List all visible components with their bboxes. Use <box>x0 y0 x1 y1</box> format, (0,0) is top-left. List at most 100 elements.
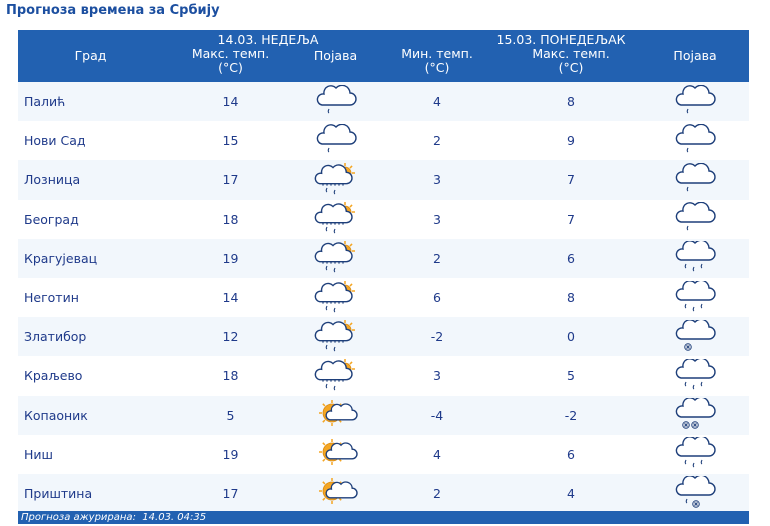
table-row: Београд 18 3 7 <box>18 199 750 239</box>
city-name: Нови Сад <box>18 121 163 161</box>
city-name: Неготин <box>18 277 163 318</box>
table-row: Лозница 17 3 7 <box>18 160 750 200</box>
table-row: Нови Сад 15 2 9 <box>18 121 750 161</box>
page-title: Прогноза времена за Србију <box>6 3 220 18</box>
col-icon1-header: Појава <box>298 47 374 82</box>
cloud-rain-icon <box>673 241 717 275</box>
weather-day2-cell <box>641 356 750 396</box>
max-temp-day2: 6 <box>501 434 642 474</box>
weather-day1-cell <box>298 317 374 357</box>
max-temp-day1: 19 <box>163 238 298 278</box>
city-name: Краљево <box>18 356 163 396</box>
max-temp-day2: 6 <box>501 238 642 278</box>
cloud-drizzle-icon <box>314 123 358 158</box>
weather-day1-cell <box>298 473 374 514</box>
table-row: Златибор 12 -2 0 <box>18 317 750 357</box>
table-row: Ниш 19 4 6 <box>18 434 750 474</box>
weather-day1-cell <box>298 238 374 278</box>
col-city-header: Град <box>18 47 163 82</box>
max-temp-day1: 17 <box>163 473 298 514</box>
weather-day2-cell <box>641 199 750 239</box>
sun-cloud-icon <box>314 476 358 510</box>
cloud-heavy-snow-icon <box>673 398 717 432</box>
forecast-table: 14.03. НЕДЕЉА 15.03. ПОНЕДЕЉАК Град Макс… <box>18 30 750 514</box>
max-temp-day2: 7 <box>501 199 642 239</box>
sun-cloud-icon <box>314 437 358 471</box>
max-temp-day2: 4 <box>501 473 642 514</box>
weather-day1-cell <box>298 434 374 474</box>
cloud-sleet-icon <box>673 476 717 510</box>
min-temp-day2: 6 <box>373 277 502 318</box>
city-name: Приштина <box>18 473 163 514</box>
city-name: Палић <box>18 82 163 122</box>
city-name: Крагујевац <box>18 238 163 278</box>
weather-day1-cell <box>298 82 374 122</box>
partly-cloudy-rain-icon <box>314 241 358 275</box>
max-temp-day2: 8 <box>501 277 642 318</box>
max-temp-day1: 19 <box>163 434 298 474</box>
max-temp-day1: 18 <box>163 356 298 396</box>
table-row: Неготин 14 6 8 <box>18 277 750 318</box>
city-name: Лозница <box>18 160 163 200</box>
max-temp-day2: 9 <box>501 121 642 161</box>
partly-cloudy-rain-icon <box>314 162 358 197</box>
cloud-rain-icon <box>673 280 717 315</box>
max-temp-day2: 5 <box>501 356 642 396</box>
weather-day2-cell <box>641 160 750 200</box>
cloud-drizzle-icon <box>673 162 717 197</box>
update-label: Прогноза ажурирана: <box>21 512 136 523</box>
col-icon2-header: Појава <box>641 47 750 82</box>
city-name: Златибор <box>18 317 163 357</box>
partly-cloudy-rain-icon <box>314 202 358 236</box>
weather-day1-cell <box>298 395 374 435</box>
day2-header: 15.03. ПОНЕДЕЉАК <box>373 30 750 47</box>
day-header-row: 14.03. НЕДЕЉА 15.03. ПОНЕДЕЉАК <box>18 30 750 47</box>
max-temp-day2: 0 <box>501 317 642 357</box>
cloud-rain-icon <box>673 437 717 471</box>
table-row: Краљево 18 3 5 <box>18 356 750 396</box>
update-time: 14.03. 04:35 <box>142 512 207 523</box>
max-temp-day2: 7 <box>501 160 642 200</box>
min-temp-day2: -2 <box>373 317 502 357</box>
weather-day2-cell <box>641 121 750 161</box>
weather-day1-cell <box>298 121 374 161</box>
max-temp-day1: 18 <box>163 199 298 239</box>
partly-cloudy-rain-icon <box>314 358 358 393</box>
min-temp-day2: 4 <box>373 82 502 122</box>
max-temp-day1: 12 <box>163 317 298 357</box>
min-temp-day2: 3 <box>373 199 502 239</box>
day1-header: 14.03. НЕДЕЉА <box>163 30 374 47</box>
weather-day1-cell <box>298 277 374 318</box>
weather-day2-cell <box>641 277 750 318</box>
sun-cloud-icon <box>314 398 358 432</box>
weather-day2-cell <box>641 434 750 474</box>
header-blank <box>18 30 163 47</box>
weather-day2-cell <box>641 238 750 278</box>
city-name: Ниш <box>18 434 163 474</box>
weather-day2-cell <box>641 82 750 122</box>
min-temp-day2: 3 <box>373 356 502 396</box>
max-temp-day1: 5 <box>163 395 298 435</box>
partly-cloudy-rain-icon <box>314 280 358 315</box>
cloud-drizzle-icon <box>314 84 358 119</box>
cloud-rain-icon <box>673 358 717 393</box>
weather-day2-cell <box>641 473 750 514</box>
cloud-drizzle-icon <box>673 84 717 119</box>
col-max2-header: Макс. темп. (°C) <box>501 47 642 82</box>
min-temp-day2: 3 <box>373 160 502 200</box>
max-temp-day2: 8 <box>501 82 642 122</box>
weather-day1-cell <box>298 160 374 200</box>
max-temp-day1: 14 <box>163 82 298 122</box>
table-row: Крагујевац 19 2 6 <box>18 238 750 278</box>
city-name: Копаоник <box>18 395 163 435</box>
cloud-snow-icon <box>673 319 717 354</box>
col-max1-header: Макс. темп. (°C) <box>163 47 298 82</box>
min-temp-day2: 2 <box>373 121 502 161</box>
cloud-drizzle-icon <box>673 202 717 236</box>
weather-day2-cell <box>641 395 750 435</box>
min-temp-day2: -4 <box>373 395 502 435</box>
min-temp-day2: 4 <box>373 434 502 474</box>
weather-day1-cell <box>298 199 374 239</box>
weather-day2-cell <box>641 317 750 357</box>
partly-cloudy-rain-icon <box>314 319 358 354</box>
